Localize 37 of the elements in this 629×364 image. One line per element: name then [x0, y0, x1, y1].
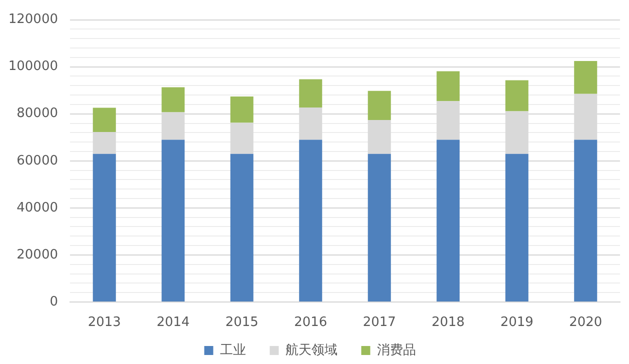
bar: [92, 108, 116, 132]
bar: [574, 60, 598, 94]
bar: [230, 122, 254, 154]
bar: [230, 96, 254, 123]
y-tick-label: 60000: [16, 153, 58, 168]
bar: [505, 80, 528, 112]
bar: [162, 140, 185, 302]
x-tick-label: 2018: [432, 315, 465, 330]
x-tick-label: 2020: [569, 315, 602, 330]
y-tick-label: 20000: [16, 247, 58, 262]
legend-label: 航天领域: [285, 342, 338, 358]
bar: [505, 154, 528, 302]
x-tick-label: 2015: [225, 315, 258, 330]
bar: [230, 154, 254, 302]
x-tick-label: 2014: [156, 315, 190, 330]
bar: [436, 140, 460, 302]
bar: [436, 71, 460, 102]
y-tick-label: 0: [50, 294, 58, 310]
bar: [92, 132, 116, 154]
bar: [162, 87, 185, 112]
y-tick-label: 100000: [8, 59, 58, 74]
bar: [368, 154, 391, 302]
bar: [299, 140, 322, 302]
x-tick-label: 2013: [88, 315, 121, 330]
bar: [299, 79, 322, 108]
bar: [574, 140, 598, 302]
y-tick-label: 40000: [16, 200, 58, 216]
bar: [92, 154, 116, 302]
x-tick-label: 2016: [294, 315, 328, 330]
x-tick-label: 2019: [500, 315, 534, 330]
legend-label: 工业: [220, 342, 246, 358]
bar: [368, 120, 391, 154]
bar: [368, 90, 391, 120]
x-tick-label: 2017: [362, 315, 396, 330]
y-tick-label: 80000: [16, 106, 58, 122]
y-tick-label: 120000: [8, 12, 58, 28]
legend-label: 消费品: [376, 342, 416, 358]
